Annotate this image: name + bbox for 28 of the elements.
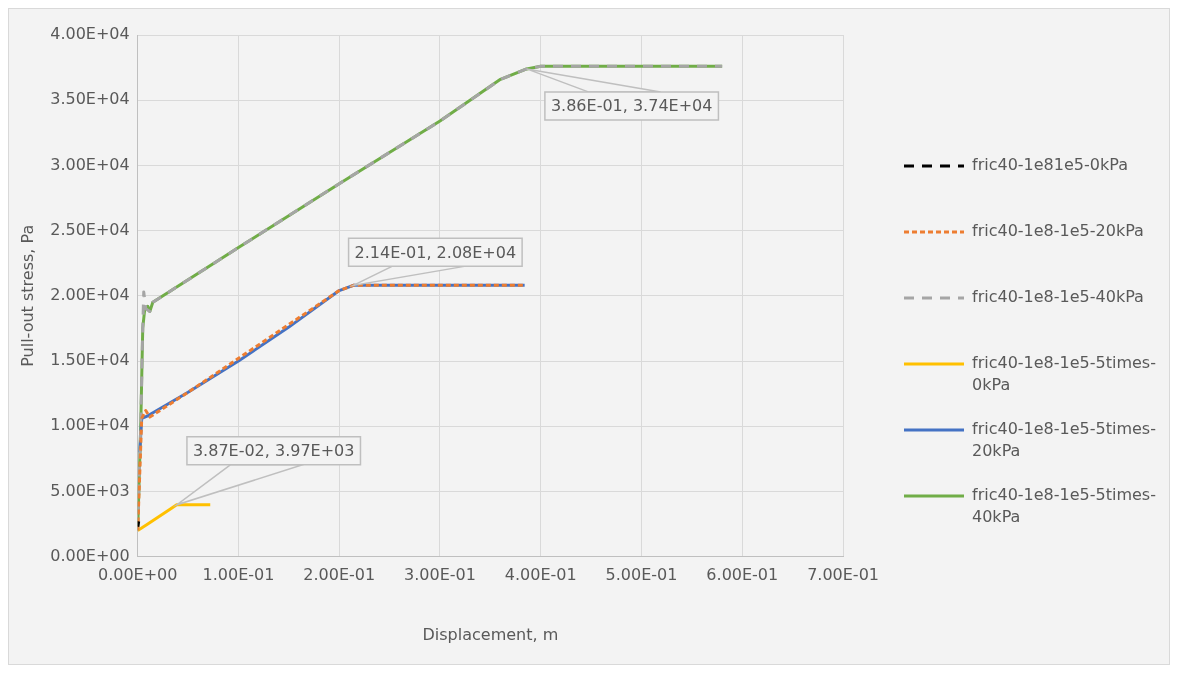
x-tick-label: 2.00E-01	[303, 565, 376, 585]
y-tick-label: 5.00E+03	[50, 480, 130, 500]
legend-label: fric40-1e8-1e5-40kPa	[972, 286, 1145, 308]
y-tick-label: 1.50E+04	[50, 350, 130, 370]
x-tick-label: 7.00E-01	[807, 565, 879, 585]
y-tick-label: 2.00E+04	[50, 284, 130, 304]
y-tick-label: 4.00E+04	[50, 24, 130, 44]
legend-label: fric40-1e8-1e5-5times-20kPa	[972, 418, 1157, 462]
y-tick-label: 0.00E+00	[50, 545, 130, 565]
x-tick-label: 4.00E-01	[504, 565, 577, 585]
x-tick-label: 1.00E-01	[202, 565, 275, 585]
legend-label: fric40-1e8-1e5-20kPa	[972, 220, 1145, 242]
y-tick-label: 3.50E+04	[50, 89, 130, 109]
legend-label: fric40-1e81e5-0kPa	[972, 154, 1129, 176]
x-tick-label: 6.00E-01	[706, 565, 779, 585]
x-tick-label: 5.00E-01	[605, 565, 678, 585]
legend-label: fric40-1e8-1e5-5times-40kPa	[972, 484, 1157, 528]
annotation: 2.14E-01, 2.08E+04	[354, 242, 517, 262]
x-axis-title: Displacement, m	[422, 624, 559, 644]
x-tick-label: 0.00E+00	[97, 565, 178, 585]
annotation: 3.86E-01, 3.74E+04	[550, 96, 713, 116]
y-axis-title: Pull-out stress, Pa	[17, 224, 37, 367]
y-tick-label: 1.00E+04	[50, 415, 130, 435]
y-tick-label: 3.00E+04	[50, 154, 130, 174]
y-tick-label: 2.50E+04	[50, 219, 130, 239]
annotation: 3.87E-02, 3.97E+03	[192, 440, 355, 460]
x-tick-label: 3.00E-01	[404, 565, 476, 585]
legend-label: fric40-1e8-1e5-5times-0kPa	[972, 352, 1157, 396]
